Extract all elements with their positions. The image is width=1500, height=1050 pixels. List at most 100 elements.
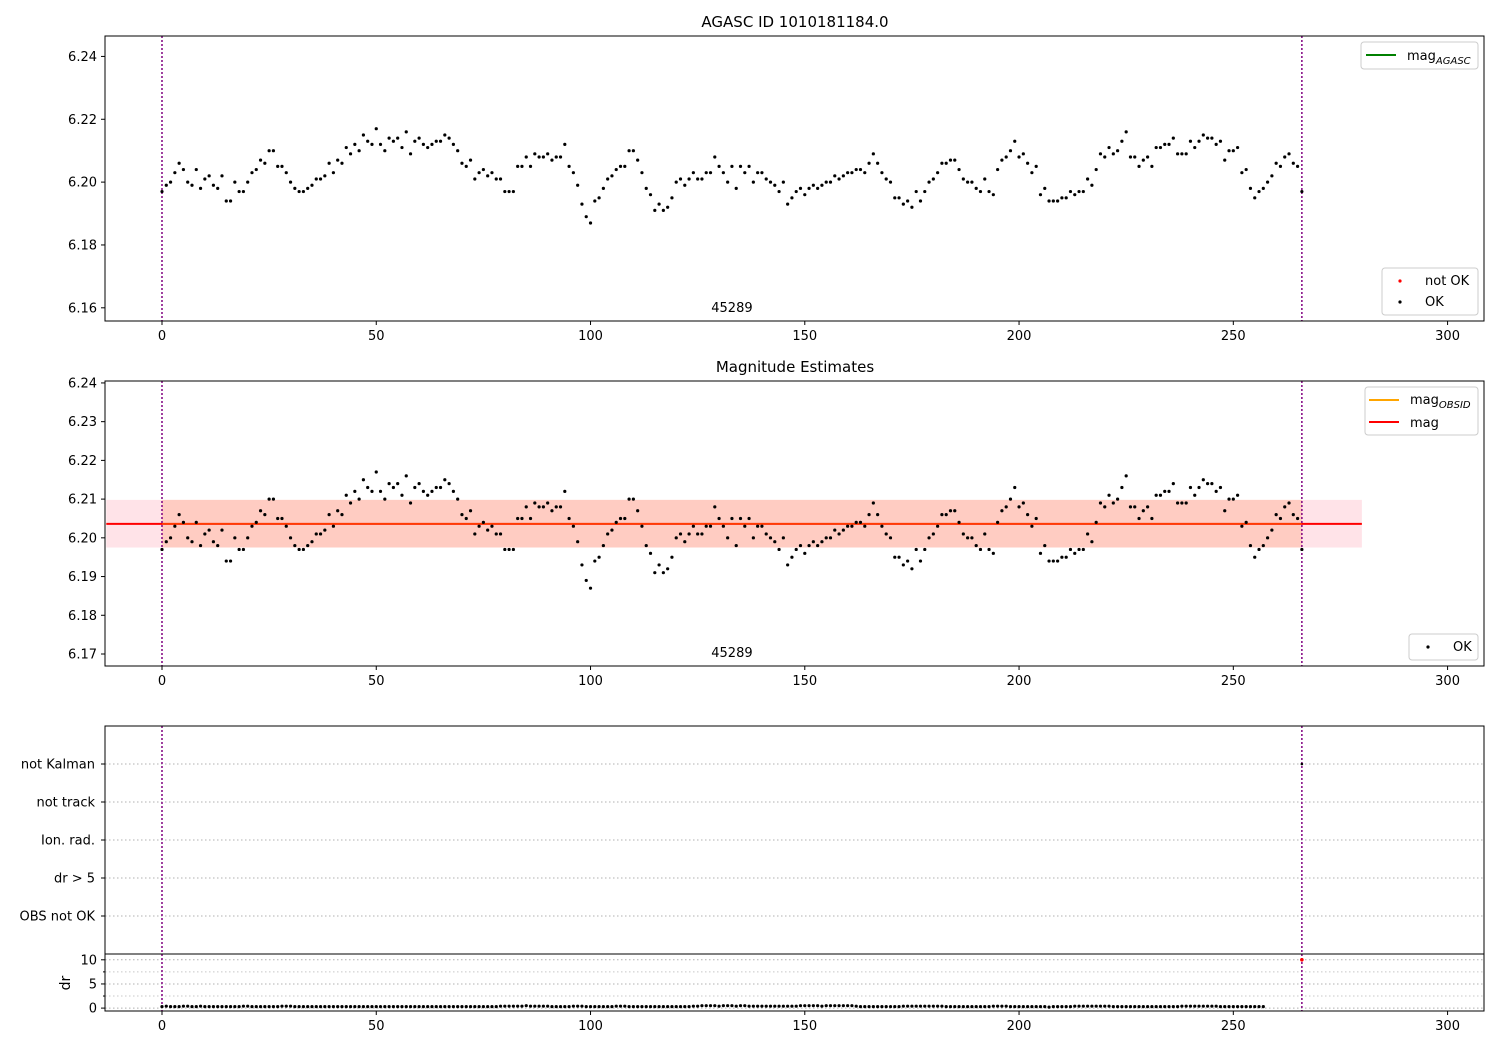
data-point <box>1223 509 1227 513</box>
data-point <box>1098 501 1103 505</box>
data-point <box>837 532 841 536</box>
data-point <box>211 540 216 544</box>
data-point <box>1017 1005 1021 1009</box>
data-point <box>1201 478 1205 482</box>
data-point <box>974 1005 978 1009</box>
data-point <box>747 164 751 169</box>
data-point <box>370 1005 374 1009</box>
data-point <box>957 167 961 172</box>
data-point <box>194 167 198 172</box>
data-point <box>340 161 344 165</box>
data-point <box>357 1005 361 1009</box>
data-point <box>198 543 203 548</box>
data-point <box>743 524 747 528</box>
data-point <box>280 164 284 169</box>
data-point <box>216 186 220 190</box>
data-point <box>936 524 940 528</box>
data-point <box>1056 199 1060 203</box>
data-point <box>438 139 443 143</box>
data-point <box>1214 142 1218 147</box>
data-point <box>490 524 494 528</box>
data-point <box>957 520 961 524</box>
data-point <box>567 164 571 169</box>
data-point <box>704 524 708 528</box>
data-point <box>1064 196 1068 200</box>
magnitude-estimates-panel: Magnitude Estimates 0 50 100 150 200 250 300 6.… <box>68 358 1485 689</box>
data-point <box>503 547 507 552</box>
x-tick-label: 100 <box>578 674 603 689</box>
data-point <box>468 158 473 162</box>
data-point <box>318 177 323 181</box>
data-point <box>361 1005 366 1009</box>
data-point <box>936 171 940 175</box>
data-point <box>177 161 181 165</box>
data-point <box>1235 493 1240 497</box>
data-point <box>284 171 288 175</box>
data-point <box>696 177 700 181</box>
data-point <box>507 1004 511 1008</box>
data-point <box>833 174 837 178</box>
data-point <box>1176 501 1180 505</box>
data-point <box>168 180 173 184</box>
data-point <box>996 167 1000 172</box>
data-point <box>1081 1004 1085 1008</box>
data-point <box>996 1004 1000 1008</box>
data-point <box>636 1005 640 1009</box>
agasc-legend-top: magAGASC <box>1360 41 1479 70</box>
data-point <box>631 149 635 153</box>
y-tick-label: 10 <box>80 953 97 968</box>
data-point <box>1265 536 1270 540</box>
data-point <box>1060 196 1064 200</box>
data-point <box>743 171 747 175</box>
x-tick-label: 50 <box>368 674 385 689</box>
data-point <box>216 1005 220 1009</box>
data-point <box>1013 485 1017 490</box>
data-point <box>168 1005 173 1009</box>
dr-axis-ticks: 0 50 100 150 200 250 300 0 5 10 <box>80 953 1484 1034</box>
data-point <box>974 186 978 190</box>
data-point <box>177 512 181 517</box>
data-point <box>1176 152 1180 156</box>
data-point <box>1098 1004 1103 1008</box>
data-point <box>318 532 323 536</box>
data-point <box>1206 1004 1210 1008</box>
data-point <box>1253 555 1257 559</box>
data-point <box>477 524 481 528</box>
data-point <box>537 155 541 159</box>
data-point <box>756 171 760 175</box>
data-point <box>670 1005 674 1009</box>
data-point <box>730 516 734 521</box>
estimates-legend-top: magOBSID mag <box>1364 386 1479 436</box>
data-point <box>558 505 563 509</box>
legend-label-ok: OK <box>1453 640 1472 655</box>
data-point <box>1244 1005 1248 1009</box>
data-point <box>683 540 687 544</box>
data-point <box>777 547 781 552</box>
data-point <box>1150 1005 1154 1009</box>
data-point <box>1158 1005 1163 1009</box>
data-point <box>794 189 798 194</box>
data-point <box>1257 1005 1261 1009</box>
data-point <box>807 1004 811 1008</box>
data-point <box>653 571 657 575</box>
data-point <box>601 543 605 548</box>
data-point <box>1287 501 1291 505</box>
y-tick-label: 6.20 <box>68 531 97 546</box>
data-point <box>644 1005 648 1009</box>
data-point <box>301 547 306 552</box>
data-point <box>374 127 378 131</box>
data-point <box>1111 501 1115 505</box>
data-point <box>280 1004 284 1008</box>
data-point <box>173 171 177 175</box>
data-point <box>1043 543 1047 548</box>
data-point <box>1163 1005 1167 1009</box>
data-point <box>777 1004 781 1008</box>
data-point <box>1030 171 1034 175</box>
data-point <box>383 149 387 153</box>
data-point <box>250 171 254 175</box>
data-point <box>721 171 725 175</box>
data-point <box>1064 555 1068 559</box>
agasc-magnitude-panel: AGASC ID 1010181184.0 0 50 100 150 200 250 300… <box>68 13 1485 344</box>
data-point <box>670 196 674 200</box>
data-point <box>606 177 610 181</box>
